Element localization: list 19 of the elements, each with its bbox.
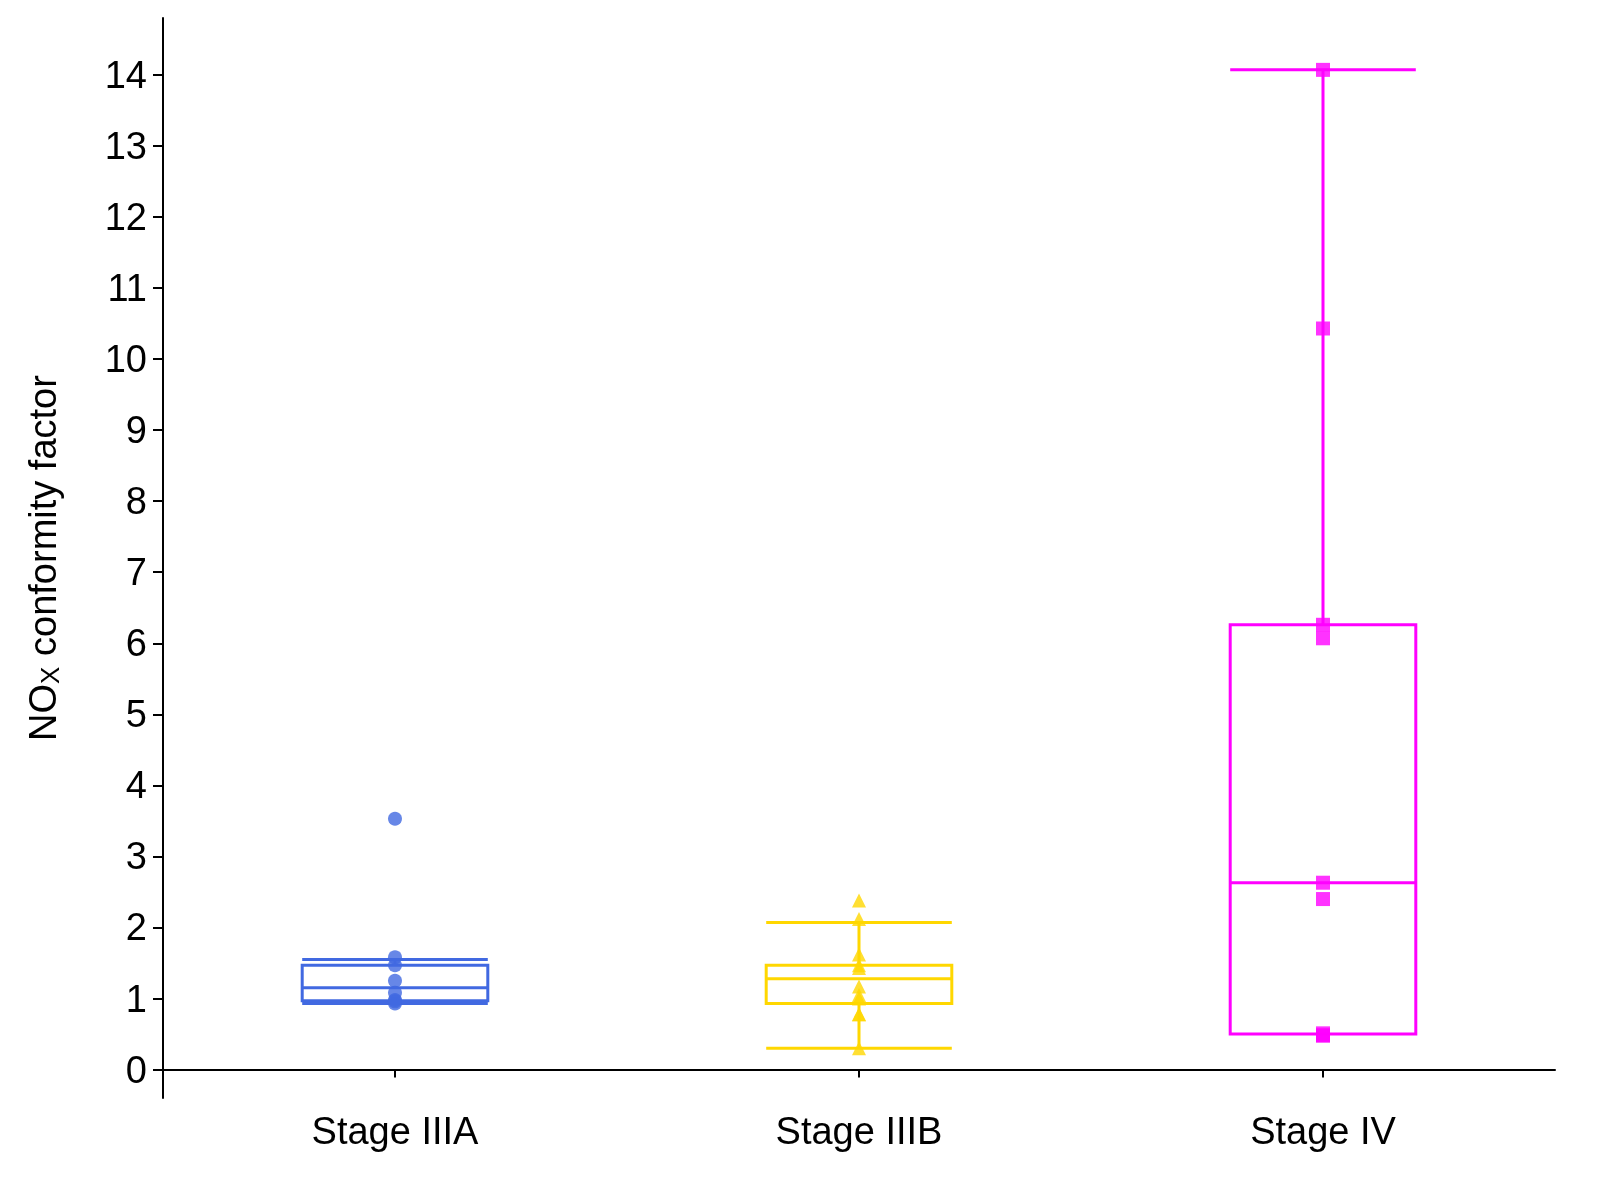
y-tick-label: 6 [125, 622, 147, 665]
y-tick-label: 2 [125, 906, 147, 949]
y-axis-title: NOX conformity factor [22, 374, 65, 741]
y-tick-label: 13 [104, 124, 147, 167]
y-tick-label: 0 [125, 1048, 147, 1091]
y-tick-label: 1 [125, 977, 147, 1020]
y-tick-label: 9 [125, 409, 147, 452]
y-tick-label: 5 [125, 693, 147, 736]
x-tick-label: Stage IIIA [311, 1110, 480, 1152]
x-tick-label: Stage IIIB [775, 1110, 943, 1152]
y-tick-label: 4 [125, 764, 147, 807]
y-tick-label: 3 [125, 835, 147, 878]
y-tick-label: 10 [104, 338, 147, 381]
y-tick-label: 8 [125, 480, 147, 523]
y-tick-label: 11 [107, 267, 147, 309]
y-tick-label: 12 [104, 195, 147, 238]
x-tick-label: Stage IV [1250, 1110, 1397, 1152]
y-tick-label: 7 [125, 551, 147, 594]
y-tick-label: 14 [104, 53, 147, 96]
